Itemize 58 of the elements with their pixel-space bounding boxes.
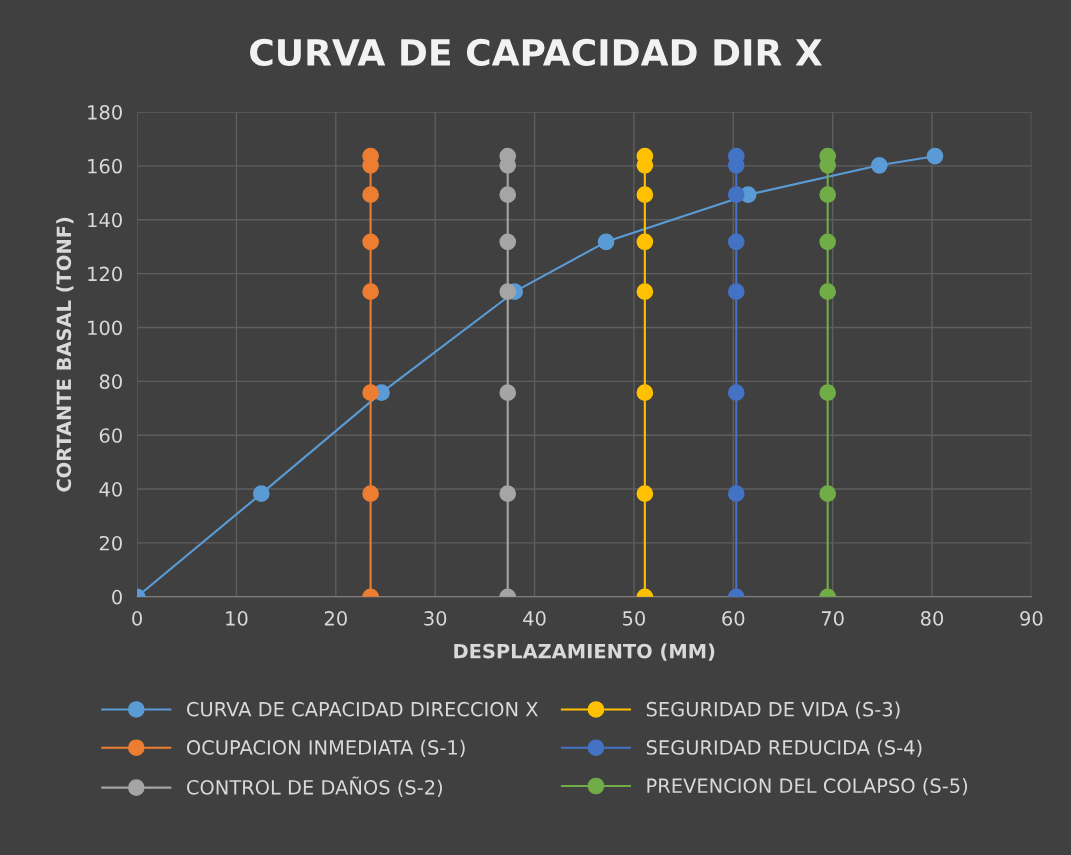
point — [499, 233, 517, 251]
y-tick-label: 160 — [88, 158, 122, 174]
y-tick-label: 20 — [99, 535, 122, 551]
point — [819, 384, 837, 401]
point — [871, 156, 888, 174]
point — [727, 233, 745, 251]
point — [727, 485, 745, 502]
point — [819, 186, 837, 204]
point — [362, 485, 379, 502]
point — [926, 147, 944, 165]
point — [819, 233, 837, 251]
point — [597, 233, 615, 251]
point — [727, 186, 745, 204]
point — [636, 233, 654, 251]
x-tick-label: 90 — [1020, 611, 1043, 626]
y-tick-label: 140 — [88, 212, 122, 228]
point — [499, 384, 517, 401]
legend-label: CONTROL DE DAÑOS (S-2) — [186, 776, 442, 797]
point — [362, 283, 379, 300]
x-tick-label: 70 — [821, 611, 844, 626]
point — [499, 485, 517, 502]
point — [362, 384, 379, 401]
point — [819, 485, 837, 502]
point — [727, 283, 745, 300]
legend-label: SEGURIDAD REDUCIDA (S-4) — [646, 739, 922, 758]
point — [636, 186, 654, 204]
x-tick-label: 10 — [226, 611, 248, 626]
y-tick-label: 80 — [99, 374, 122, 389]
x-tick-label: 20 — [324, 611, 347, 626]
point — [727, 384, 745, 401]
x-tick-label: 50 — [623, 611, 645, 626]
x-tick-label: 40 — [523, 611, 546, 626]
point — [499, 186, 517, 204]
x-tick-label: 30 — [424, 611, 447, 626]
point — [636, 283, 654, 300]
y-axis-title: CORTANTE BASAL (TONF) — [56, 217, 74, 492]
x-tick-label: 0 — [132, 611, 142, 626]
y-tick-label: 0 — [112, 589, 122, 605]
legend-label: OCUPACION INMEDIATA (S-1) — [186, 739, 465, 758]
x-tick-label: 60 — [722, 611, 745, 626]
point — [636, 384, 654, 401]
point — [252, 485, 270, 502]
legend-label: CURVA DE CAPACIDAD DIRECCION X — [186, 701, 538, 717]
point — [499, 283, 517, 300]
chart-title: CURVA DE CAPACIDAD DIR X — [250, 38, 823, 67]
point — [362, 186, 379, 204]
y-tick-label: 120 — [88, 266, 122, 282]
y-tick-label: 40 — [99, 482, 122, 497]
legend-label: SEGURIDAD DE VIDA (S-3) — [646, 701, 900, 719]
legend-label: PREVENCION DEL COLAPSO (S-5) — [647, 778, 968, 796]
point — [362, 233, 379, 251]
y-tick-label: 100 — [88, 320, 122, 336]
y-tick-label: 60 — [99, 428, 122, 443]
x-tick-label: 80 — [920, 611, 944, 626]
x-axis-title: DESPLAZAMIENTO (MM) — [454, 643, 715, 661]
y-tick-label: 180 — [88, 104, 122, 120]
point — [819, 283, 837, 300]
point — [636, 485, 654, 502]
